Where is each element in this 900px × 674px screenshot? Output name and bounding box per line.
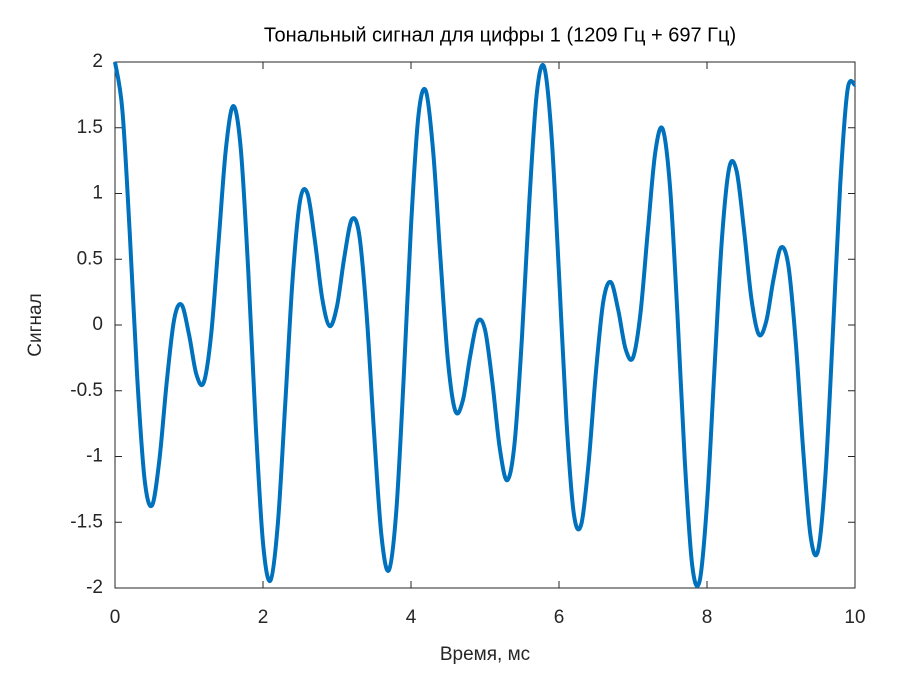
x-tick-label: 4 — [406, 607, 417, 628]
y-tick-label: 0 — [92, 314, 103, 335]
y-tick-label: 2 — [92, 51, 103, 72]
x-tick-label: 10 — [844, 607, 865, 628]
y-tick-label: -1.5 — [70, 511, 103, 532]
signal-line — [113, 61, 857, 588]
x-tick-label: 6 — [554, 607, 565, 628]
y-tick-label: -1 — [86, 446, 103, 467]
y-tick-label: -2 — [86, 577, 103, 598]
x-axis-label: Время, мс — [440, 644, 530, 665]
y-tick-label: 1.5 — [77, 117, 103, 138]
y-tick-label: 1 — [92, 183, 103, 204]
x-tick-label: 0 — [110, 607, 121, 628]
y-tick-label: 0.5 — [77, 248, 103, 269]
chart-title: Тональный сигнал для цифры 1 (1209 Гц + … — [264, 24, 736, 46]
x-tick-label: 8 — [702, 607, 713, 628]
x-tick-label: 2 — [258, 607, 269, 628]
y-tick-label: -0.5 — [70, 380, 103, 401]
y-axis-label: Сигнал — [25, 293, 46, 356]
